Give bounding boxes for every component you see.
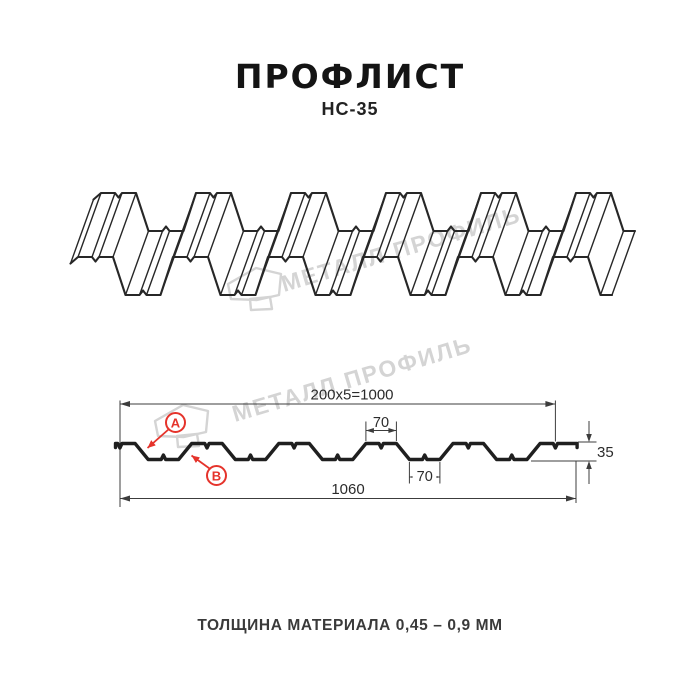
dim-working-width-label: 200x5=1000: [311, 387, 394, 404]
callout-a-label: А: [171, 416, 181, 431]
cross-section-drawing: 200x5=1000 70 70: [113, 387, 614, 507]
profile-3d-fold-lines: [69, 192, 636, 296]
dim-overall-width: 1060: [120, 481, 576, 502]
callout-b-label: В: [212, 469, 221, 484]
watermark-text: МЕТАЛЛ ПРОФИЛЬ: [229, 331, 475, 427]
dim-height-label: 35: [597, 444, 614, 461]
callout-b: В: [190, 454, 227, 486]
profile-3d-far-edge: [92, 191, 637, 233]
dim-overall-width-label: 1060: [331, 481, 364, 498]
page-title: ПРОФЛИСТ: [234, 57, 466, 96]
callout-a: А: [146, 412, 186, 449]
dim-top-flange-label: 70: [373, 415, 389, 431]
metall-profil-logo: [153, 403, 210, 449]
profile-3d-near-edge: [69, 255, 614, 297]
dim-height: 35: [586, 421, 614, 484]
dim-bottom-flange-label: 70: [417, 469, 433, 485]
extension-lines: [119, 400, 597, 507]
thickness-note: ТОЛЩИНА МАТЕРИАЛА 0,45 – 0,9 ММ: [197, 617, 503, 634]
product-code: НС-35: [321, 99, 379, 119]
cross-section-profile: [113, 441, 579, 462]
dim-working-width: 200x5=1000: [120, 387, 556, 407]
profile-3d-view: [69, 191, 637, 297]
dim-top-flange: 70: [365, 415, 397, 433]
dim-bottom-flange: 70: [409, 469, 440, 485]
